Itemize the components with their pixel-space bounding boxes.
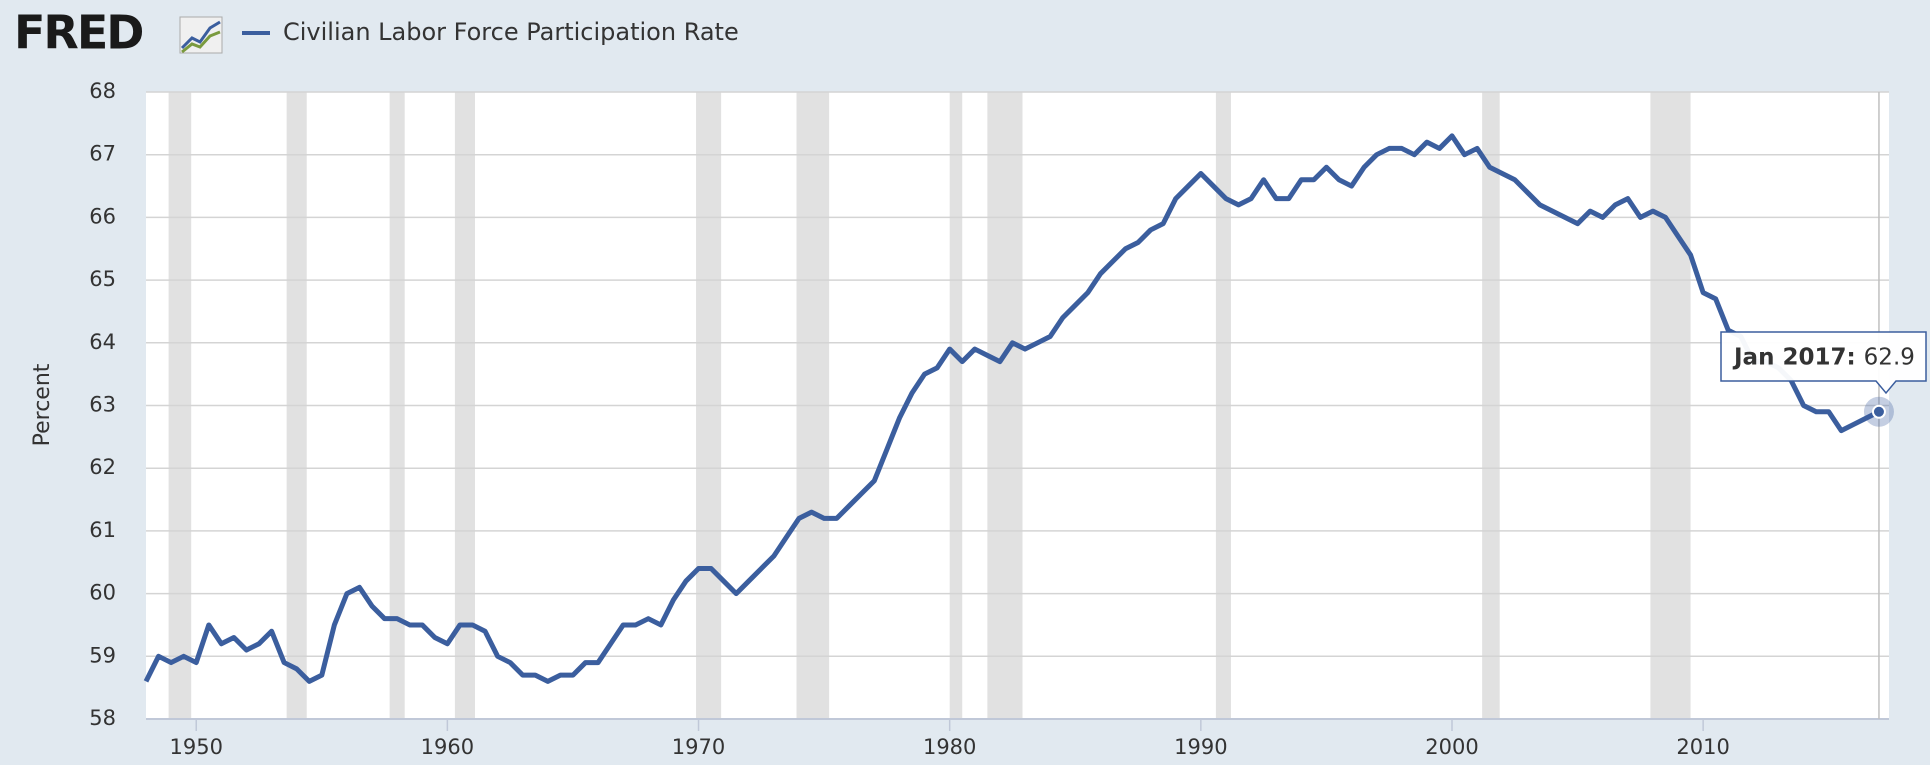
x-tick-label: 1960: [421, 735, 474, 759]
x-tick-label: 2000: [1425, 735, 1478, 759]
x-tick-label: 1980: [923, 735, 976, 759]
series-line: [143, 133, 1881, 684]
logo-icon: [179, 16, 223, 54]
y-tick-label: 58: [89, 706, 116, 730]
y-tick-label: 66: [89, 204, 116, 228]
x-tick-label: 1970: [672, 735, 725, 759]
tooltip-box: [1720, 331, 1927, 395]
y-tick-label: 68: [89, 79, 116, 103]
y-tick-label: 62: [89, 455, 116, 479]
x-tick-label: 1950: [170, 735, 223, 759]
x-tick-label: 1990: [1174, 735, 1227, 759]
y-tick-label: 65: [89, 267, 116, 291]
x-tick-label: 2010: [1676, 735, 1729, 759]
y-tick-label: 60: [89, 581, 116, 605]
y-tick-label: 59: [89, 643, 116, 667]
y-tick-label: 61: [89, 518, 116, 542]
hover-point: [1871, 404, 1886, 419]
logo: FRED: [14, 6, 142, 60]
y-tick-label: 67: [89, 142, 116, 166]
y-tick-label: 63: [89, 393, 116, 417]
legend-label: Civilian Labor Force Participation Rate: [283, 18, 739, 46]
tooltip-value: 62.9: [1864, 344, 1915, 370]
y-tick-label: 64: [89, 330, 116, 354]
y-axis-label: Percent: [30, 363, 55, 446]
tooltip-label: Jan 2017:: [1732, 344, 1856, 370]
tooltip-text: Jan 2017: 62.9: [1732, 344, 1915, 370]
